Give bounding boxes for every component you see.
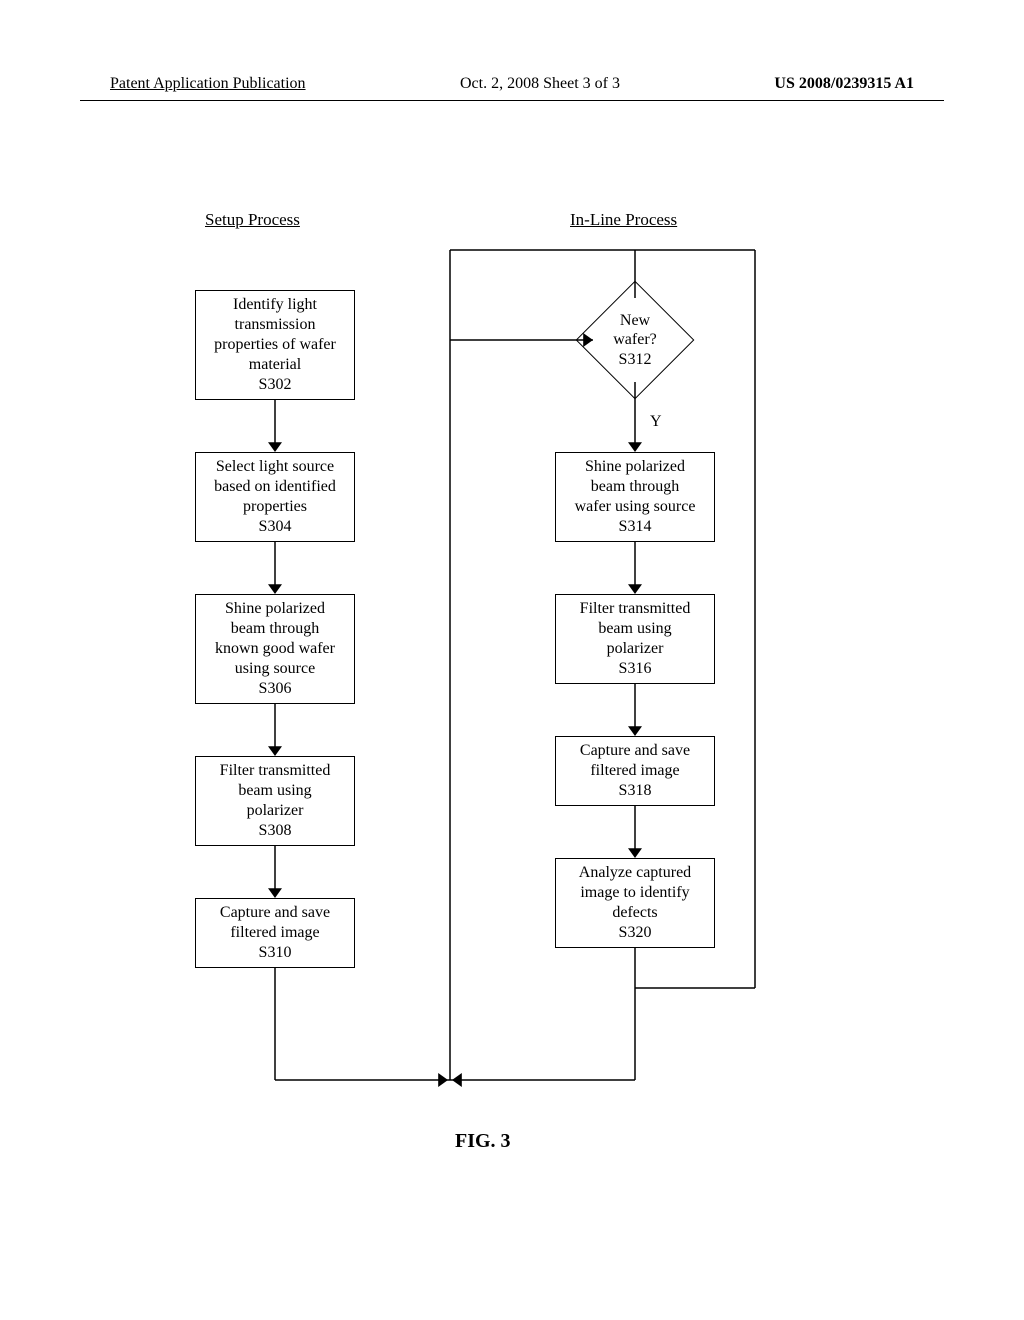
header-left: Patent Application Publication [110, 75, 306, 93]
step-s302: Identify lighttransmissionproperties of … [195, 290, 355, 400]
decision-s312: Newwafer?S312 [575, 280, 695, 400]
step-s314: Shine polarizedbeam throughwafer using s… [555, 452, 715, 542]
header-center: Oct. 2, 2008 Sheet 3 of 3 [460, 75, 620, 93]
inline-process-title: In-Line Process [570, 210, 677, 230]
decision-yes-label: Y [650, 413, 662, 431]
decision-s312-text: Newwafer?S312 [575, 280, 695, 400]
step-s306: Shine polarizedbeam throughknown good wa… [195, 594, 355, 704]
step-s316: Filter transmittedbeam usingpolarizerS31… [555, 594, 715, 684]
step-s310: Capture and savefiltered imageS310 [195, 898, 355, 968]
header-rule [80, 100, 944, 101]
step-s320: Analyze capturedimage to identifydefects… [555, 858, 715, 948]
flowchart-arrows [0, 0, 1024, 1320]
step-s308: Filter transmittedbeam usingpolarizerS30… [195, 756, 355, 846]
step-s318: Capture and savefiltered imageS318 [555, 736, 715, 806]
step-s304: Select light sourcebased on identifiedpr… [195, 452, 355, 542]
setup-process-title: Setup Process [205, 210, 300, 230]
figure-label: FIG. 3 [455, 1130, 511, 1153]
header-right: US 2008/0239315 A1 [774, 75, 914, 93]
page-header: Patent Application Publication Oct. 2, 2… [0, 75, 1024, 93]
